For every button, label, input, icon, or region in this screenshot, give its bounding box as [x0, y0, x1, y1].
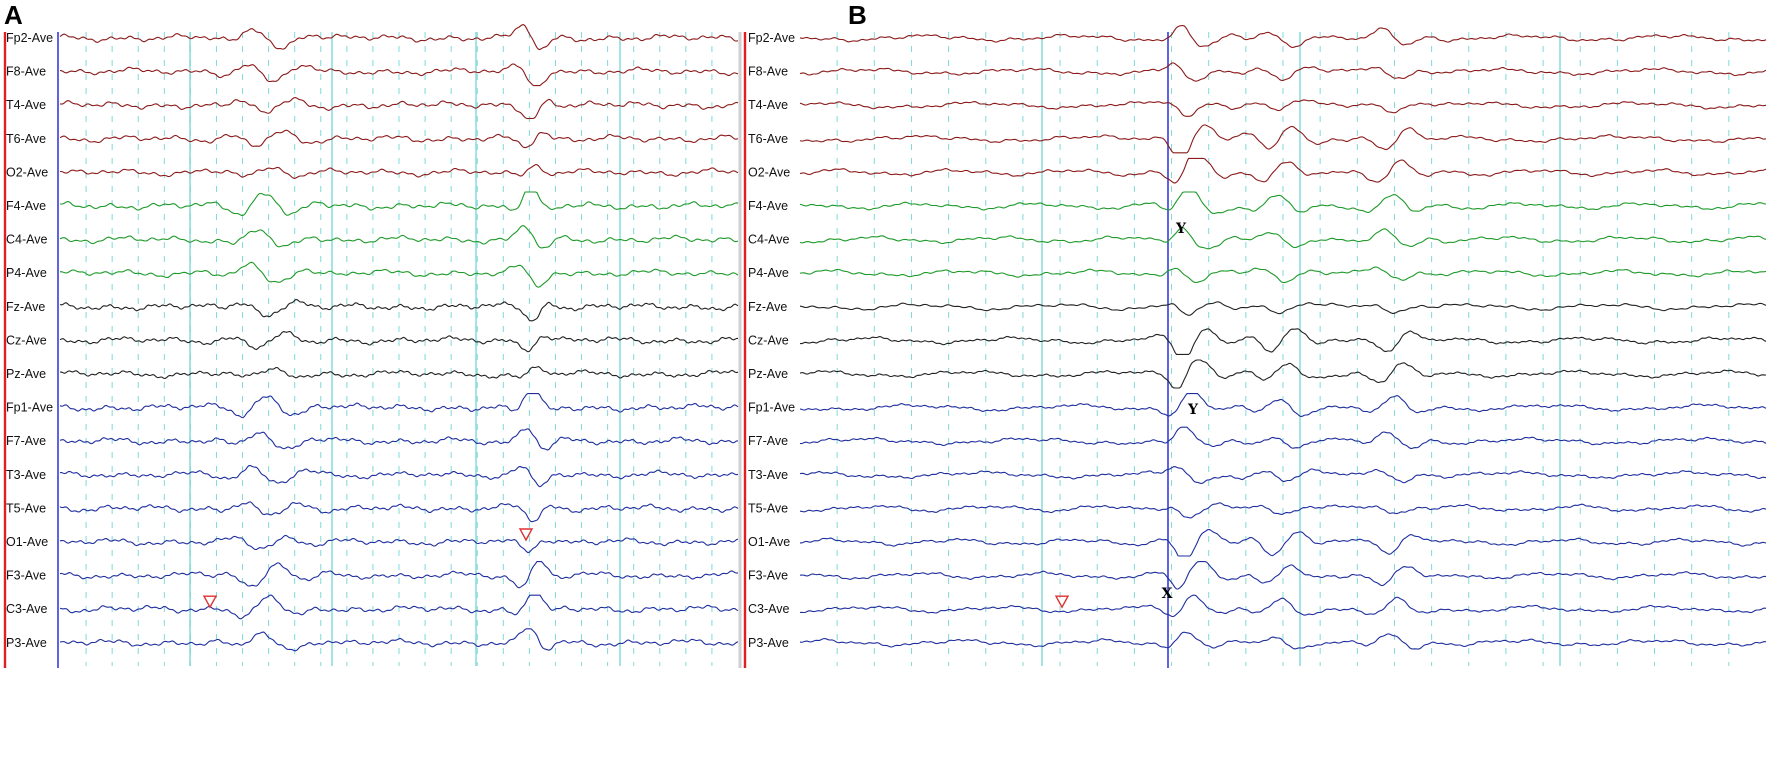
- channel-label: F4-Ave: [748, 199, 788, 213]
- eeg-trace: [799, 359, 1767, 389]
- channel-label: F7-Ave: [6, 434, 46, 448]
- eeg-trace: [59, 330, 738, 353]
- eeg-trace: [59, 129, 739, 149]
- channel-label: F4-Ave: [6, 199, 46, 213]
- channel-label: T6-Ave: [6, 132, 46, 146]
- eeg-trace: [59, 24, 739, 50]
- eeg-trace: [60, 164, 739, 179]
- eeg-trace: [59, 191, 739, 217]
- channel-label: T3-Ave: [748, 468, 788, 482]
- channel-label: Fp2-Ave: [6, 31, 53, 45]
- eeg-trace: [799, 561, 1767, 590]
- eeg-trace: [59, 428, 739, 451]
- eeg-trace: [59, 299, 739, 322]
- eeg-trace: [800, 529, 1767, 557]
- event-marker-icon[interactable]: [518, 528, 534, 542]
- channel-label: T5-Ave: [6, 501, 46, 515]
- channel-label: P4-Ave: [748, 266, 789, 280]
- eeg-panel-a: Fp2-Ave F8-Ave T4-Ave T6-Ave O2-Ave F4-Ave C4-…: [3, 24, 742, 668]
- trace-annotation: Y: [1175, 221, 1187, 237]
- channel-label: Fz-Ave: [748, 300, 787, 314]
- eeg-trace: [799, 266, 1767, 284]
- panel-a-letter: A: [4, 0, 23, 30]
- channel-label: C3-Ave: [6, 602, 48, 616]
- eeg-trace: [799, 191, 1767, 215]
- eeg-trace: [59, 534, 739, 554]
- eeg-trace: [59, 594, 739, 620]
- channel-label: F3-Ave: [6, 569, 46, 583]
- eeg-trace: [799, 328, 1767, 355]
- eeg-trace: [59, 225, 739, 249]
- trace-annotation: X: [1162, 586, 1173, 602]
- eeg-trace: [799, 99, 1767, 117]
- trace-annotation: Y: [1187, 402, 1199, 418]
- channel-label: Fz-Ave: [6, 300, 45, 314]
- channel-label: T6-Ave: [748, 132, 788, 146]
- channel-label: C4-Ave: [748, 233, 790, 247]
- channel-label: C3-Ave: [748, 602, 790, 616]
- eeg-trace: [799, 157, 1767, 184]
- channel-label: O1-Ave: [748, 535, 790, 549]
- eeg-trace: [799, 502, 1767, 519]
- channel-label: C4-Ave: [6, 233, 48, 247]
- eeg-trace: [799, 62, 1767, 82]
- channel-label: P4-Ave: [6, 266, 47, 280]
- eeg-trace: [799, 594, 1767, 618]
- channel-label: T3-Ave: [6, 468, 46, 482]
- channel-label: Cz-Ave: [748, 333, 789, 347]
- eeg-trace: [799, 426, 1767, 449]
- channel-label: F8-Ave: [748, 65, 788, 79]
- channel-label: F7-Ave: [748, 434, 788, 448]
- channel-label: Pz-Ave: [748, 367, 788, 381]
- eeg-trace: [799, 226, 1767, 250]
- channel-label: Cz-Ave: [6, 333, 47, 347]
- eeg-trace: [799, 466, 1767, 484]
- eeg-trace: [59, 628, 739, 652]
- channel-label: Fp1-Ave: [6, 401, 53, 415]
- channel-label: P3-Ave: [748, 636, 789, 650]
- event-marker-icon[interactable]: [202, 595, 218, 609]
- channel-label: O1-Ave: [6, 535, 48, 549]
- eeg-trace: [59, 465, 739, 488]
- channel-label: Fp2-Ave: [748, 31, 795, 45]
- channel-label: T4-Ave: [6, 98, 46, 112]
- eeg-trace: [59, 501, 739, 523]
- channel-label: P3-Ave: [6, 636, 47, 650]
- eeg-trace: [59, 261, 739, 288]
- eeg-trace: [799, 124, 1767, 154]
- eeg-trace: [59, 97, 739, 120]
- event-marker-icon[interactable]: [1054, 595, 1070, 609]
- channel-label: T4-Ave: [748, 98, 788, 112]
- channel-label: O2-Ave: [748, 165, 790, 179]
- channel-label: Fp1-Ave: [748, 401, 795, 415]
- channel-label: F8-Ave: [6, 65, 46, 79]
- channel-label: Pz-Ave: [6, 367, 46, 381]
- panel-b-letter: B: [848, 0, 867, 30]
- eeg-trace: [799, 631, 1767, 650]
- eeg-trace: [799, 393, 1767, 418]
- eeg-panel-b: Fp2-Ave F8-Ave T4-Ave T6-Ave O2-Ave F4-Ave C4-…: [743, 24, 1767, 668]
- eeg-trace: [59, 393, 739, 419]
- channel-label: T5-Ave: [748, 501, 788, 515]
- eeg-trace: [799, 301, 1767, 316]
- eeg-trace: [60, 366, 739, 380]
- eeg-trace: [59, 63, 739, 87]
- channel-label: F3-Ave: [748, 569, 788, 583]
- eeg-trace: [799, 24, 1767, 48]
- eeg-trace: [59, 561, 739, 589]
- channel-label: O2-Ave: [6, 165, 48, 179]
